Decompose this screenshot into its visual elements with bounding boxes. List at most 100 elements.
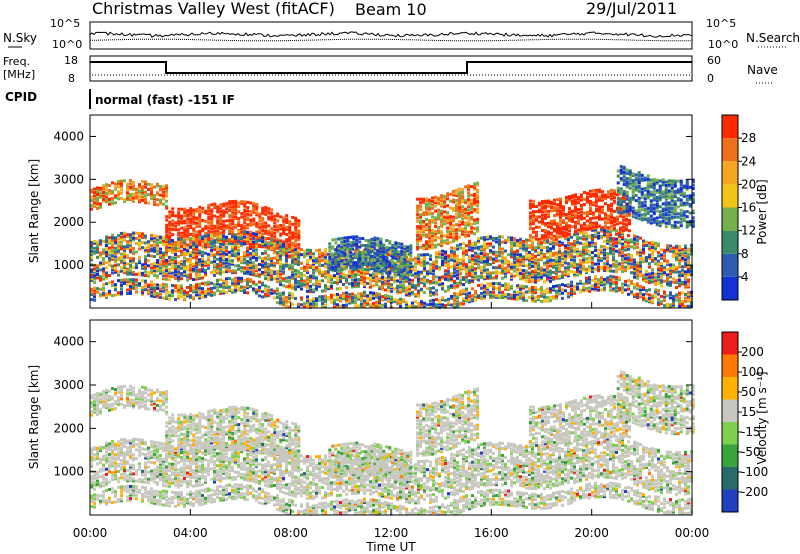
power-cell (591, 239, 594, 243)
power-cell (379, 239, 383, 243)
power-cell (519, 268, 522, 272)
power-cell (346, 261, 350, 265)
power-cell (564, 261, 567, 265)
power-cell (528, 273, 531, 277)
power-cell (423, 260, 426, 264)
power-cell (624, 226, 628, 230)
power-cell (640, 196, 644, 200)
power-cell (522, 277, 525, 281)
power-cell (582, 261, 585, 265)
power-cell (321, 274, 324, 278)
power-cell (343, 248, 347, 252)
power-cell (609, 194, 613, 198)
power-cell (652, 179, 656, 183)
power-cell (422, 233, 426, 237)
power-cell (273, 270, 276, 274)
power-cell (385, 271, 389, 275)
power-cell (129, 234, 132, 238)
power-cell (111, 181, 114, 185)
power-cell (303, 284, 306, 288)
power-cell (138, 183, 141, 187)
power-cell (513, 257, 516, 261)
power-cell (477, 266, 480, 270)
power-cell (426, 278, 429, 282)
power-cell (440, 230, 444, 234)
power-cell (528, 276, 531, 280)
power-cell (570, 218, 574, 222)
power-cell (549, 264, 552, 268)
power-cell (637, 186, 641, 190)
power-cell (643, 204, 647, 208)
power-cell (198, 229, 202, 233)
power-cell (434, 216, 438, 220)
power-cell (123, 259, 126, 263)
power-cell (270, 240, 273, 244)
power-cell (618, 209, 622, 213)
power-cell (318, 269, 321, 273)
power-cell (639, 252, 642, 256)
power-cell (633, 260, 636, 264)
power-cell (628, 178, 632, 182)
power-cell (120, 191, 123, 195)
power-cell (331, 238, 335, 242)
power-cell (579, 195, 583, 199)
power-cell (171, 233, 175, 237)
power-cell (147, 187, 150, 191)
power-cell (473, 221, 477, 225)
power-cell (423, 284, 426, 288)
power-cell (403, 267, 407, 271)
power-cell (594, 254, 597, 258)
power-cell (279, 239, 283, 243)
power-cell (576, 266, 579, 270)
power-cell (585, 248, 588, 252)
power-cell (288, 225, 292, 229)
power-cell (249, 223, 253, 227)
power-cell (480, 257, 483, 261)
power-cell (237, 245, 240, 249)
power-cell (474, 275, 477, 279)
power-cell (339, 276, 342, 280)
power-cell (234, 269, 237, 273)
power-cell (455, 209, 459, 213)
power-cell (519, 241, 522, 245)
power-cell (573, 243, 576, 247)
power-cell (117, 244, 120, 248)
power-cell (315, 279, 318, 283)
power-cell (99, 202, 102, 206)
power-cell (609, 238, 612, 242)
power-cell (573, 193, 577, 197)
power-cell (628, 207, 632, 211)
power-cell (168, 224, 172, 228)
power-cell (643, 212, 647, 216)
power-cell (382, 262, 386, 266)
power-cell (367, 246, 371, 250)
power-cell (210, 213, 214, 217)
power-cell (633, 272, 636, 276)
power-cell (657, 278, 660, 282)
power-cell (440, 195, 444, 199)
power-cell (337, 257, 341, 261)
power-cell (334, 261, 338, 265)
power-cell (655, 206, 659, 210)
power-cell (264, 266, 267, 270)
power-cell (465, 264, 468, 268)
power-cell (636, 268, 639, 272)
power-cell (585, 257, 588, 261)
power-cell (549, 259, 552, 263)
power-cell (390, 290, 393, 294)
power-cell (156, 182, 159, 186)
power-cell (576, 201, 580, 205)
power-cell (558, 266, 561, 270)
power-cell (486, 261, 489, 265)
power-cell (132, 186, 135, 190)
power-cell (120, 256, 123, 260)
power-cell (291, 243, 295, 247)
power-cell (132, 192, 135, 196)
power-cell (198, 273, 201, 277)
power-cell (270, 216, 274, 220)
power-cell (669, 283, 672, 287)
power-cell (432, 260, 435, 264)
power-cell (132, 233, 135, 237)
power-cell (409, 263, 413, 267)
power-cell (165, 194, 168, 198)
